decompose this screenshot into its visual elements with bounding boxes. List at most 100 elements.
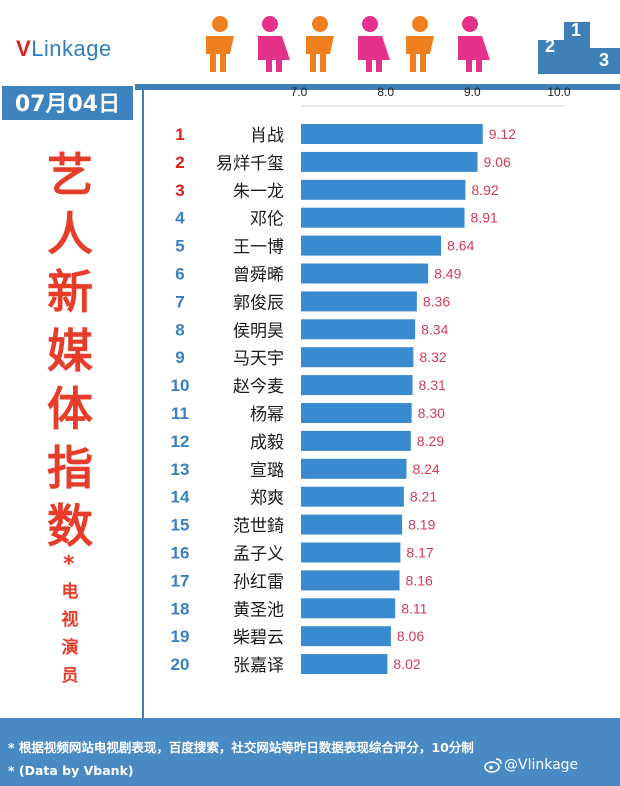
subtitle-char: 视 [61,610,79,630]
person-icon [206,16,234,72]
rank-number: 12 [171,432,190,451]
footer-note-source: * (Data by Vbank) [8,763,134,778]
bar [301,570,400,591]
bar-value-label: 8.17 [406,545,433,561]
rank-number: 18 [171,599,190,618]
artist-name: 杨幂 [250,405,284,425]
title-char: 媒 [47,323,93,378]
people-icons [206,16,490,72]
podium-icon: 2 1 3 [538,20,620,74]
bar [301,403,412,423]
bar [301,151,478,172]
rank-number: 8 [175,320,184,339]
rank-number: 17 [171,571,190,590]
bar [301,375,413,396]
bar [301,319,416,340]
bar-value-label: 9.12 [489,126,516,142]
bar-value-label: 8.16 [406,572,433,588]
bar-value-label: 8.32 [419,349,446,365]
title-char: 指 [47,440,93,495]
bar [301,430,411,451]
bar-value-label: 8.92 [471,182,498,198]
vlinkage-logo: VLinkage [16,36,112,61]
bar-value-label: 8.31 [419,377,446,393]
bar [301,486,404,507]
svg-text:2: 2 [545,36,555,56]
rank-number: 20 [171,655,190,674]
bar-value-label: 8.91 [471,210,498,226]
rank-number: 16 [171,544,190,563]
rank-number: 11 [171,404,189,423]
person-icon [358,16,390,72]
bar-value-label: 8.34 [421,321,448,337]
subtitle: 电 视 演 员 [56,578,84,690]
artist-name: 黄圣池 [233,600,284,620]
rank-number: 13 [171,460,190,479]
rank-number: 10 [171,376,190,395]
artist-name: 易烊千玺 [216,154,284,174]
artist-name: 赵今麦 [233,377,284,397]
artist-name: 邓伦 [250,210,284,230]
footer-note-method: * 根据视频网站电视剧表现，百度搜索，社交网站等昨日数据表现综合评分，10分制 [8,740,474,755]
artist-name: 孟子义 [233,545,284,565]
bar [301,263,429,284]
bar [301,514,403,535]
ranking-bar-chart: 7.0 8.0 9.0 10.0 1 肖战 9.12 2 易烊千玺 9.06 3 朱一龙 8.92 4 邓伦… [171,85,571,676]
artist-name: 宣璐 [250,461,284,481]
header: VLinkage 2 1 3 [0,0,620,84]
bar-value-label: 8.24 [412,461,439,477]
bar [301,235,442,256]
title-char: 人 [47,206,93,261]
artist-name: 朱一龙 [233,182,284,202]
artist-name: 张嘉译 [233,656,284,676]
title-char: 体 [47,382,93,436]
bar-value-label: 8.64 [447,238,474,254]
artist-name: 郑爽 [250,489,284,509]
watermark: @Vlinkage [504,757,579,773]
x-tick-label: 9.0 [464,85,481,99]
rank-number: 6 [175,265,184,284]
artist-name: 曾舜晞 [233,266,284,286]
person-icon [306,16,334,72]
bar [301,598,396,619]
bar [301,458,407,479]
artist-name: 孙红雷 [233,572,284,592]
artist-name: 成毅 [250,433,284,453]
x-tick-label: 8.0 [377,85,394,99]
footer [0,718,620,786]
date-label: 07月04日 [0,84,135,122]
title-char: 数 [47,499,93,553]
bar [301,654,388,675]
bar [301,291,417,312]
bar [301,207,465,228]
chart-frame: 7.0 8.0 9.0 10.0 1 肖战 9.12 2 易烊千玺 9.06 3 朱一龙 8.92 4 邓伦… [142,84,620,718]
weibo-icon [484,758,502,773]
rank-number: 1 [175,125,184,144]
rank-number: 15 [171,516,190,535]
bar [301,626,391,647]
bar-value-label: 8.21 [410,489,437,505]
rank-number: 3 [175,181,184,200]
person-icon [406,16,434,72]
bar-value-label: 8.02 [393,656,420,672]
page-title: 艺 人 新 媒 体 指 数 [42,146,98,556]
bar-value-label: 8.06 [397,628,424,644]
subtitle-char: 演 [61,638,79,658]
person-icon [458,16,490,72]
bar-value-label: 8.30 [418,405,445,421]
bar-value-label: 8.36 [423,293,450,309]
left-column [0,122,142,718]
x-tick-label: 10.0 [547,85,571,99]
rank-number: 2 [175,153,184,172]
asterisk-mark: * [63,552,75,577]
bar-value-label: 8.19 [408,517,435,533]
subtitle-char: 员 [61,666,79,686]
rank-number: 5 [175,237,184,256]
person-icon [258,16,290,72]
title-char: 新 [47,265,93,319]
artist-name: 郭俊辰 [233,293,284,313]
artist-name: 马天宇 [233,349,284,369]
bar-value-label: 9.06 [484,154,511,170]
artist-name: 柴碧云 [233,628,284,648]
header-band [0,84,620,90]
